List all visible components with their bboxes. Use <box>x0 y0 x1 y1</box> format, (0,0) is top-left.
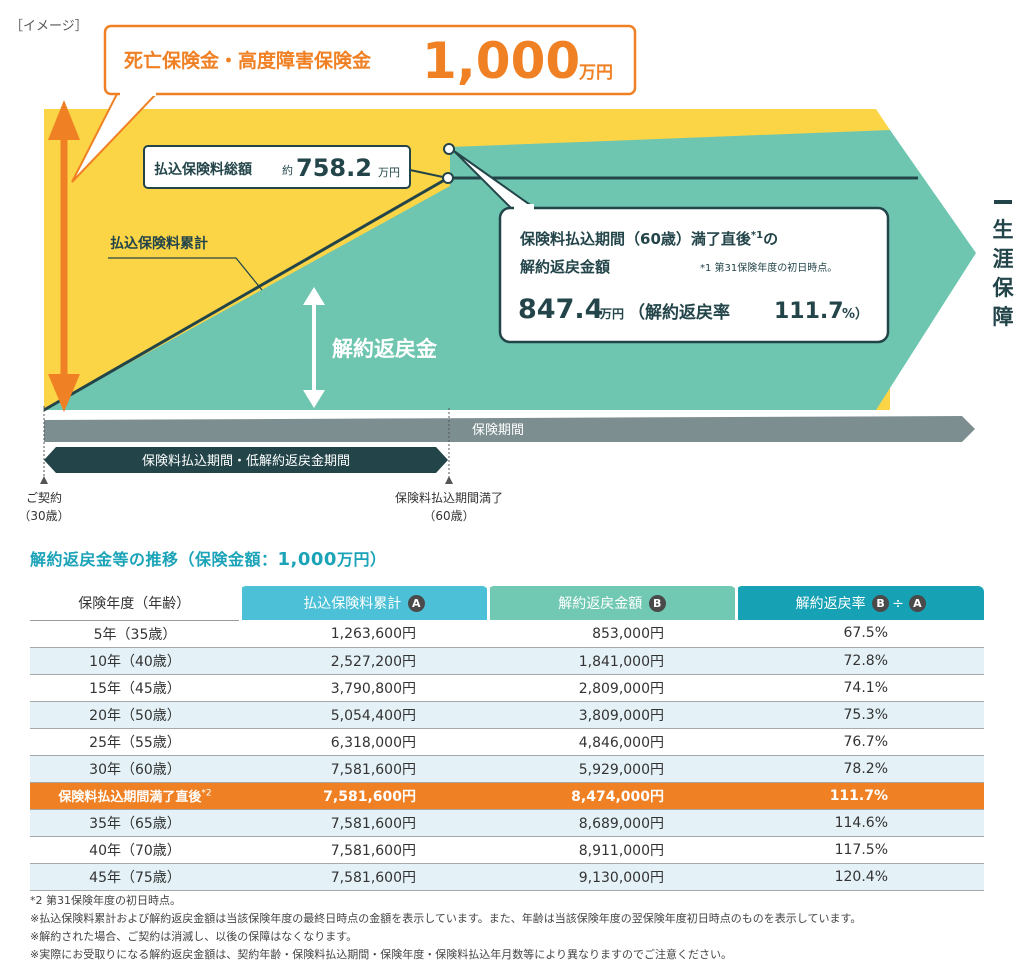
lifetime-char: 生 <box>993 218 1014 242</box>
table-row: 15年（45歳） 3,790,800円 2,809,000円 74.1% <box>30 674 984 702</box>
footnote: ※解約された場合、ご契約は消滅し、以後の保障はなくなります。 <box>30 930 358 943</box>
table-row: 25年（55歳） 6,318,000円 4,846,000円 76.7% <box>30 728 984 756</box>
footnote: *2 第31保険年度の初日時点。 <box>30 894 181 907</box>
callout-refund-line2: 解約返戻金額 <box>520 258 610 276</box>
cumulative-premium-leader <box>108 257 263 291</box>
header-rate: 解約返戻率 B ÷ A <box>734 586 984 620</box>
callout-refund-unit: 万円 <box>599 307 624 321</box>
payment-period-bar <box>44 447 448 473</box>
surrender-value-label: 解約返戻金 <box>332 337 438 361</box>
cumulative-premium-label: 払込保険料累計 <box>110 235 208 252</box>
arrow-down-head <box>48 374 80 412</box>
contract-age-label: （30歳） <box>18 509 69 523</box>
badge-a-icon: A <box>407 595 425 612</box>
table-row-highlight: 保険料払込期間満了直後*2 7,581,600円 8,474,000円 111.7% <box>30 782 984 810</box>
total-premium-marker <box>442 172 454 184</box>
payment-period-label: 保険料払込期間・低解約返戻金期間 <box>142 453 350 469</box>
callout-refund-note: *1 第31保険年度の初日時点。 <box>700 261 837 274</box>
table-title: 解約返戻金等の推移（保険金額：1,000万円） <box>30 549 387 570</box>
callout-refund-line1: 保険料払込期間（60歳）満了直後*1の <box>519 230 778 248</box>
callout-top-box <box>103 24 637 96</box>
table-row: 40年（70歳） 7,581,600円 8,911,000円 117.5% <box>30 836 984 864</box>
callout-total-label: 払込保険料総額 <box>154 161 252 178</box>
callout-top-unit: 万円 <box>578 63 613 83</box>
lifetime-char: 障 <box>993 305 1014 329</box>
lifetime-char: 保 <box>992 276 1015 300</box>
callout-refund-rate: 111.7 <box>774 299 844 324</box>
maturity-age-label: （60歳） <box>423 509 474 523</box>
table-row: 5年（35歳） 1,263,600円 853,000円 67.5% <box>30 620 984 648</box>
table-row: 10年（40歳） 2,527,200円 1,841,000円 72.8% <box>30 647 984 675</box>
callout-top-label: 死亡保険金・高度障害保険金 <box>124 49 372 72</box>
callout-total-prefix: 約 <box>282 163 293 177</box>
footnotes: *2 第31保険年度の初日時点。 ※払込保険料累計および解約返戻金額は当該保険年… <box>30 892 861 964</box>
table-row: 30年（60歳） 7,581,600円 5,929,000円 78.2% <box>30 755 984 783</box>
table-row: 45年（75歳） 7,581,600円 9,130,000円 120.4% <box>30 863 984 891</box>
badge-a-icon: A <box>908 595 926 612</box>
refund-marker <box>443 143 455 155</box>
contract-label: ご契約 <box>26 490 62 505</box>
callout-refund-rate-unit: %） <box>842 306 868 322</box>
maturity-label: 保険料払込期間満了 <box>395 491 503 505</box>
header-refund: 解約返戻金額 B <box>486 586 736 620</box>
callout-refund-amount: 847.4 <box>518 294 603 325</box>
callout-total-unit: 万円 <box>378 166 400 179</box>
table-row: 35年（65歳） 7,581,600円 8,689,000円 114.6% <box>30 809 984 837</box>
table-row: 20年（50歳） 5,054,400円 3,809,000円 75.3% <box>30 701 984 729</box>
coverage-period-bar <box>44 416 975 442</box>
header-year: 保険年度（年齢） <box>30 586 240 621</box>
badge-b-icon: B <box>872 595 890 612</box>
coverage-period-label: 保険期間 <box>472 423 524 438</box>
footnote: ※実際にお受取りになる解約返戻金額は、契約年齢・保険料払込期間・保険年度・保険料… <box>30 948 732 961</box>
callout-refund-box <box>498 206 890 344</box>
footnote: ※払込保険料累計および解約返戻金額は当該保険年度の最終日時点の金額を表示していま… <box>30 912 862 925</box>
lifetime-char: 涯 <box>993 247 1014 271</box>
surrender-value-table: 保険年度（年齢） 払込保険料累計 A 解約返戻金額 B 解約返戻率 B ÷ A 5年… <box>30 586 984 891</box>
premium-line <box>43 176 449 412</box>
lifetime-coverage-label: 生涯保障 <box>992 200 1015 329</box>
callout-top-amount: 1,000 <box>422 32 580 90</box>
badge-b-icon: B <box>648 595 666 612</box>
callout-refund-paren: （解約返戻率 <box>628 302 730 323</box>
callout-total-box <box>143 145 411 189</box>
svg-text:生涯保障: 生涯保障 <box>992 218 1015 329</box>
insurance-diagram: ［イメージ］ 死亡保険金・高度障害保険金 1,000 万円 払込保険料総額 約 … <box>10 19 1015 523</box>
image-label: ［イメージ］ <box>10 19 88 34</box>
callout-total-amount: 758.2 <box>296 154 372 182</box>
arrow-up-head <box>48 100 80 140</box>
header-premium: 払込保険料累計 A <box>238 586 488 620</box>
